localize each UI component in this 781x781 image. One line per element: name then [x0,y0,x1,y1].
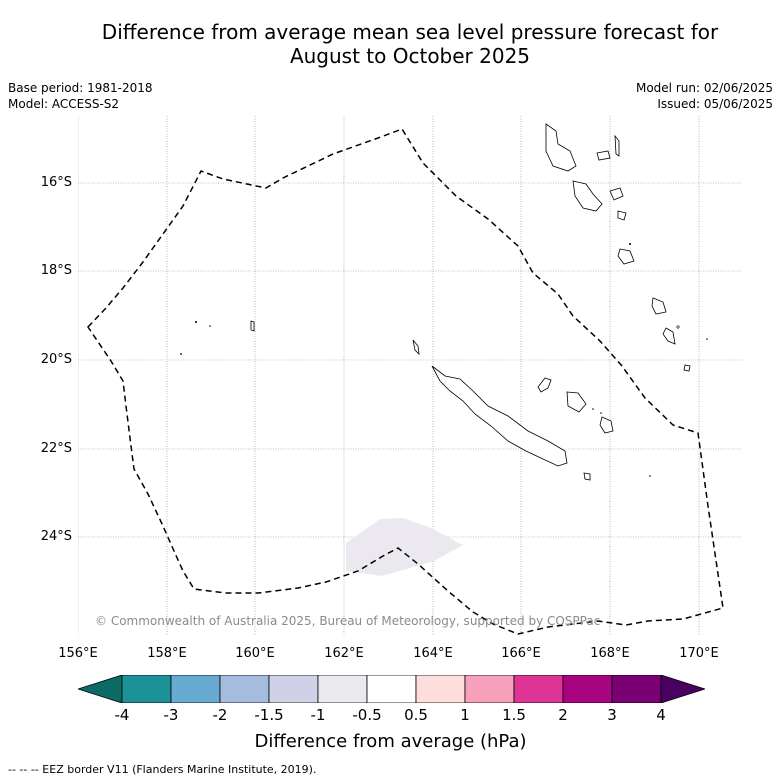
lon-label-164e: 164°E [413,646,453,661]
hunter-islet [706,338,708,340]
lon-label-158e: 158°E [147,646,187,661]
chesterfield-islet-2 [209,325,211,327]
loyalty-islet-1 [592,408,594,410]
vanuatu-islet-1 [676,325,680,329]
malo [596,150,611,161]
efate [617,248,635,265]
issued-label: Issued: 05/06/2025 [657,97,773,111]
lat-label-16s: 16°S [40,175,72,190]
colorbar-bin-3 [219,675,270,703]
colorbar-tick-label: -3 [163,706,179,724]
lon-label-156e: 156°E [58,646,98,661]
colorbar-bin-9 [513,675,564,703]
colorbar-tick-label: 4 [656,706,666,724]
colorbar-bin-2 [170,675,221,703]
colorbar-tick-label: 2 [558,706,568,724]
malekula [572,180,603,212]
colorbar-tick-label: -2 [212,706,228,724]
map-title-line-1: Difference from average mean sea level p… [101,20,719,44]
colorbar-bin-1 [121,675,172,703]
lat-label-18s: 18°S [40,263,72,278]
chesterfield-reef [250,320,255,332]
tanna [662,327,676,345]
colorbar-tick-label: 3 [607,706,617,724]
belep-islands [412,339,420,356]
mare [599,416,614,434]
aneityum [683,364,691,372]
isle-of-pines [583,472,591,481]
colorbar-bin-7 [415,675,466,703]
colorbar-tick-label: 1 [460,706,470,724]
colorbar-bin-11 [611,675,662,703]
model-label: Model: ACCESS-S2 [8,97,120,111]
colorbar [78,675,705,703]
colorbar-tick-label: -4 [114,706,130,724]
colorbar-bin-8 [464,675,515,703]
colorbar-bin-4 [268,675,319,703]
colorbar-bin-6 [366,675,417,703]
ouvea [537,377,552,393]
lifou [566,391,587,413]
matthew-islet [649,475,651,477]
loyalty-islet-2 [600,412,602,414]
base-period-label: Base period: 1981-2018 [8,81,153,95]
colorbar-bin-5 [317,675,368,703]
lon-label-162e: 162°E [324,646,364,661]
lon-label-166e: 166°E [501,646,541,661]
erromango [651,297,667,315]
bellona-islet [180,353,182,355]
map-title-line-2: August to October 2025 [289,44,531,68]
colorbar-tick-label: -1 [310,706,326,724]
copyright-credit: © Commonwealth of Australia 2025, Bureau… [95,614,601,628]
colorbar-tick-label: -0.5 [352,706,382,724]
lat-label-24s: 24°S [40,529,72,544]
colorbar-tick-label: 1.5 [502,706,526,724]
lon-label-168e: 168°E [590,646,630,661]
espiritu-santo [545,123,577,172]
colorbar-bin-10 [562,675,613,703]
colorbar-tick-label: 0.5 [404,706,428,724]
lat-label-22s: 22°S [40,441,72,456]
lon-label-170e: 170°E [679,646,719,661]
lat-label-20s: 20°S [40,352,72,367]
new-caledonia [431,365,568,467]
chesterfield-islet-1 [195,321,197,323]
pentecost [609,187,624,201]
colorbar-extend-low [78,675,123,703]
lon-label-160e: 160°E [235,646,275,661]
model-run-label: Model run: 02/06/2025 [635,81,773,95]
vanuatu-islet-2 [629,243,631,245]
eez-legend-note: -- -- -- EEZ border V11 (Flanders Marine… [8,763,317,776]
epi [617,210,627,221]
colorbar-tick-label: -1.5 [254,706,284,724]
map-panel [78,116,743,636]
ambae [614,134,620,157]
colorbar-title: Difference from average (hPa) [254,731,527,752]
colorbar-extend-high [660,675,705,703]
eez-border [87,128,724,635]
